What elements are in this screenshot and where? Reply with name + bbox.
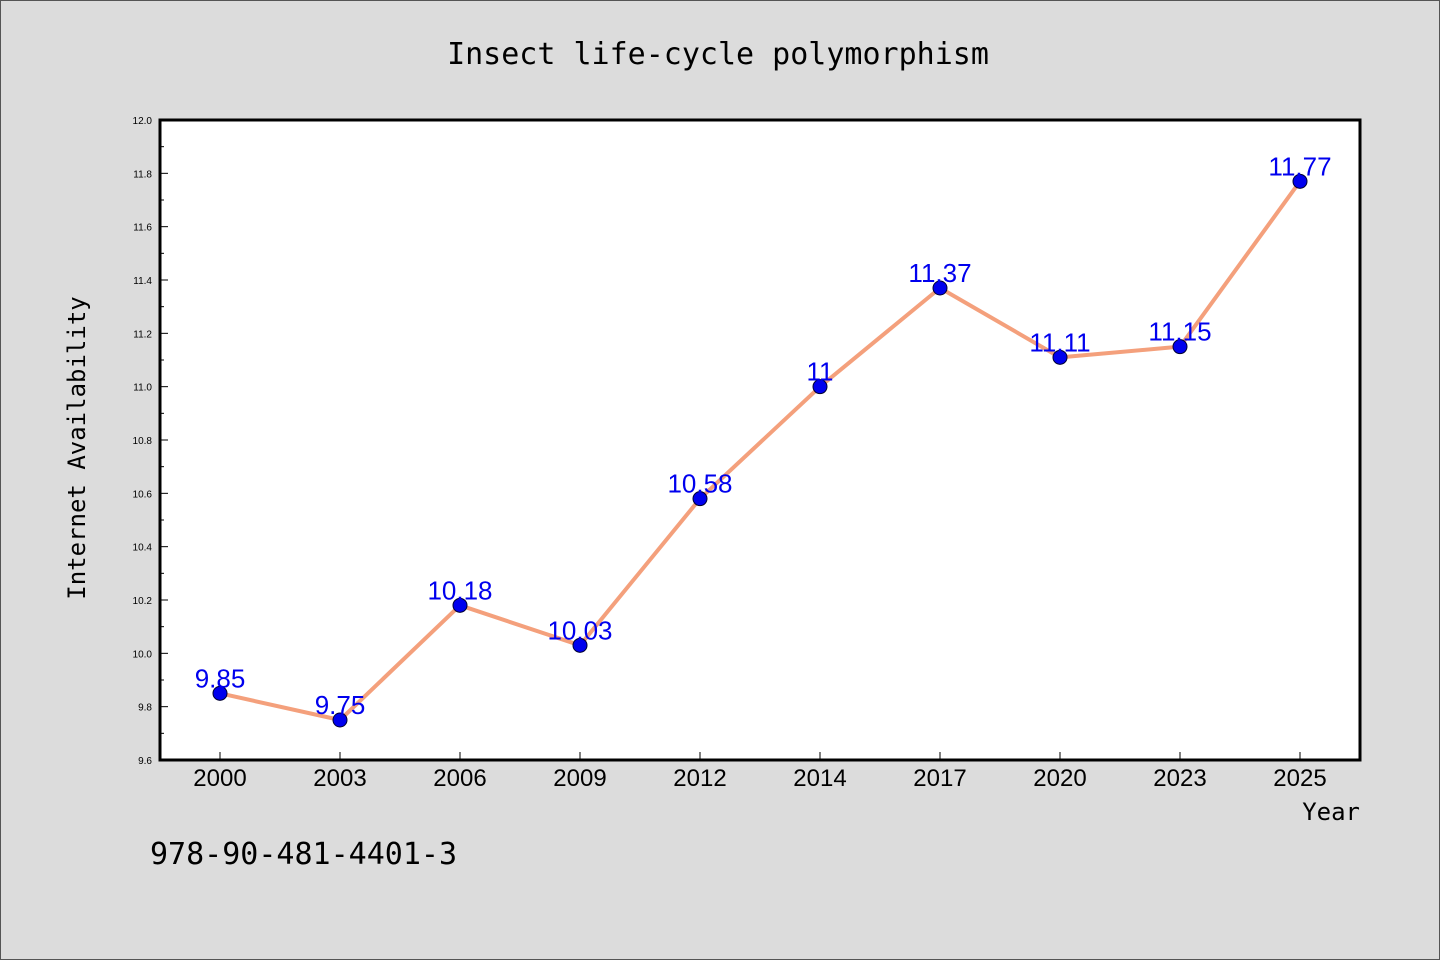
x-tick-label: 2009 bbox=[553, 765, 606, 792]
x-tick-label: 2023 bbox=[1153, 765, 1206, 792]
y-tick-label: 9.8 bbox=[138, 703, 152, 714]
data-label: 9.85 bbox=[195, 663, 246, 693]
data-point bbox=[1052, 349, 1068, 365]
x-tick-label: 2014 bbox=[793, 765, 846, 792]
y-tick-label: 11.8 bbox=[133, 169, 152, 180]
data-point bbox=[812, 379, 828, 395]
data-point bbox=[452, 597, 468, 613]
x-axis-label: Year bbox=[1302, 798, 1360, 826]
y-axis-label: Internet Availability bbox=[63, 296, 91, 599]
y-tick-label: 12.0 bbox=[133, 116, 153, 127]
y-tick-label: 11.6 bbox=[133, 223, 152, 234]
data-label: 9.75 bbox=[315, 690, 366, 720]
data-label: 11.37 bbox=[908, 258, 971, 288]
y-tick-label: 11.4 bbox=[133, 276, 152, 287]
x-tick-label: 2003 bbox=[313, 765, 366, 792]
data-point bbox=[1292, 173, 1308, 189]
x-tick-label: 2012 bbox=[673, 765, 726, 792]
data-point bbox=[692, 491, 708, 507]
y-tick-label: 11.2 bbox=[133, 329, 152, 340]
data-point bbox=[212, 685, 228, 701]
footer-isbn: 978-90-481-4401-3 bbox=[150, 837, 457, 872]
data-label: 10.18 bbox=[427, 575, 492, 605]
chart-title: Insect life-cycle polymorphism bbox=[447, 37, 989, 72]
x-tick-label: 2006 bbox=[433, 765, 486, 792]
data-label: 11.77 bbox=[1268, 151, 1331, 181]
data-point bbox=[1172, 339, 1188, 355]
x-tick-label: 2017 bbox=[913, 765, 966, 792]
data-label: 11.15 bbox=[1148, 317, 1211, 347]
series-line bbox=[218, 179, 1302, 722]
y-axis-ticks: 9.6 9.8 10.0 10.2 10.4 10.6 10.8 11.0 11.2 11.4 11… bbox=[133, 116, 168, 767]
y-tick-label: 10.8 bbox=[133, 436, 153, 447]
x-axis-ticks: 2000 2003 2006 2009 2012 2014 2017 2020 2023 2025 bbox=[193, 752, 1327, 792]
data-label: 11 bbox=[807, 357, 834, 387]
x-tick-label: 2020 bbox=[1033, 765, 1086, 792]
y-tick-label: 10.6 bbox=[133, 489, 153, 500]
data-point bbox=[932, 280, 948, 296]
data-point bbox=[572, 637, 588, 653]
y-tick-label: 9.6 bbox=[138, 756, 152, 767]
plot-area bbox=[158, 118, 1362, 762]
x-tick-label: 2000 bbox=[193, 765, 246, 792]
y-tick-label: 10.2 bbox=[133, 596, 153, 607]
data-point bbox=[332, 712, 348, 728]
data-label: 11.11 bbox=[1029, 327, 1090, 357]
data-label: 10.03 bbox=[547, 615, 612, 645]
y-tick-label: 11.0 bbox=[133, 383, 152, 394]
data-label: 10.58 bbox=[667, 469, 732, 499]
y-tick-label: 10.4 bbox=[133, 543, 153, 554]
x-tick-label: 2025 bbox=[1273, 765, 1326, 792]
y-tick-label: 10.0 bbox=[133, 649, 153, 660]
series-group: 9.85 9.75 10.18 10.03 10.58 11 11.37 11.11 11.15… bbox=[195, 151, 1332, 728]
